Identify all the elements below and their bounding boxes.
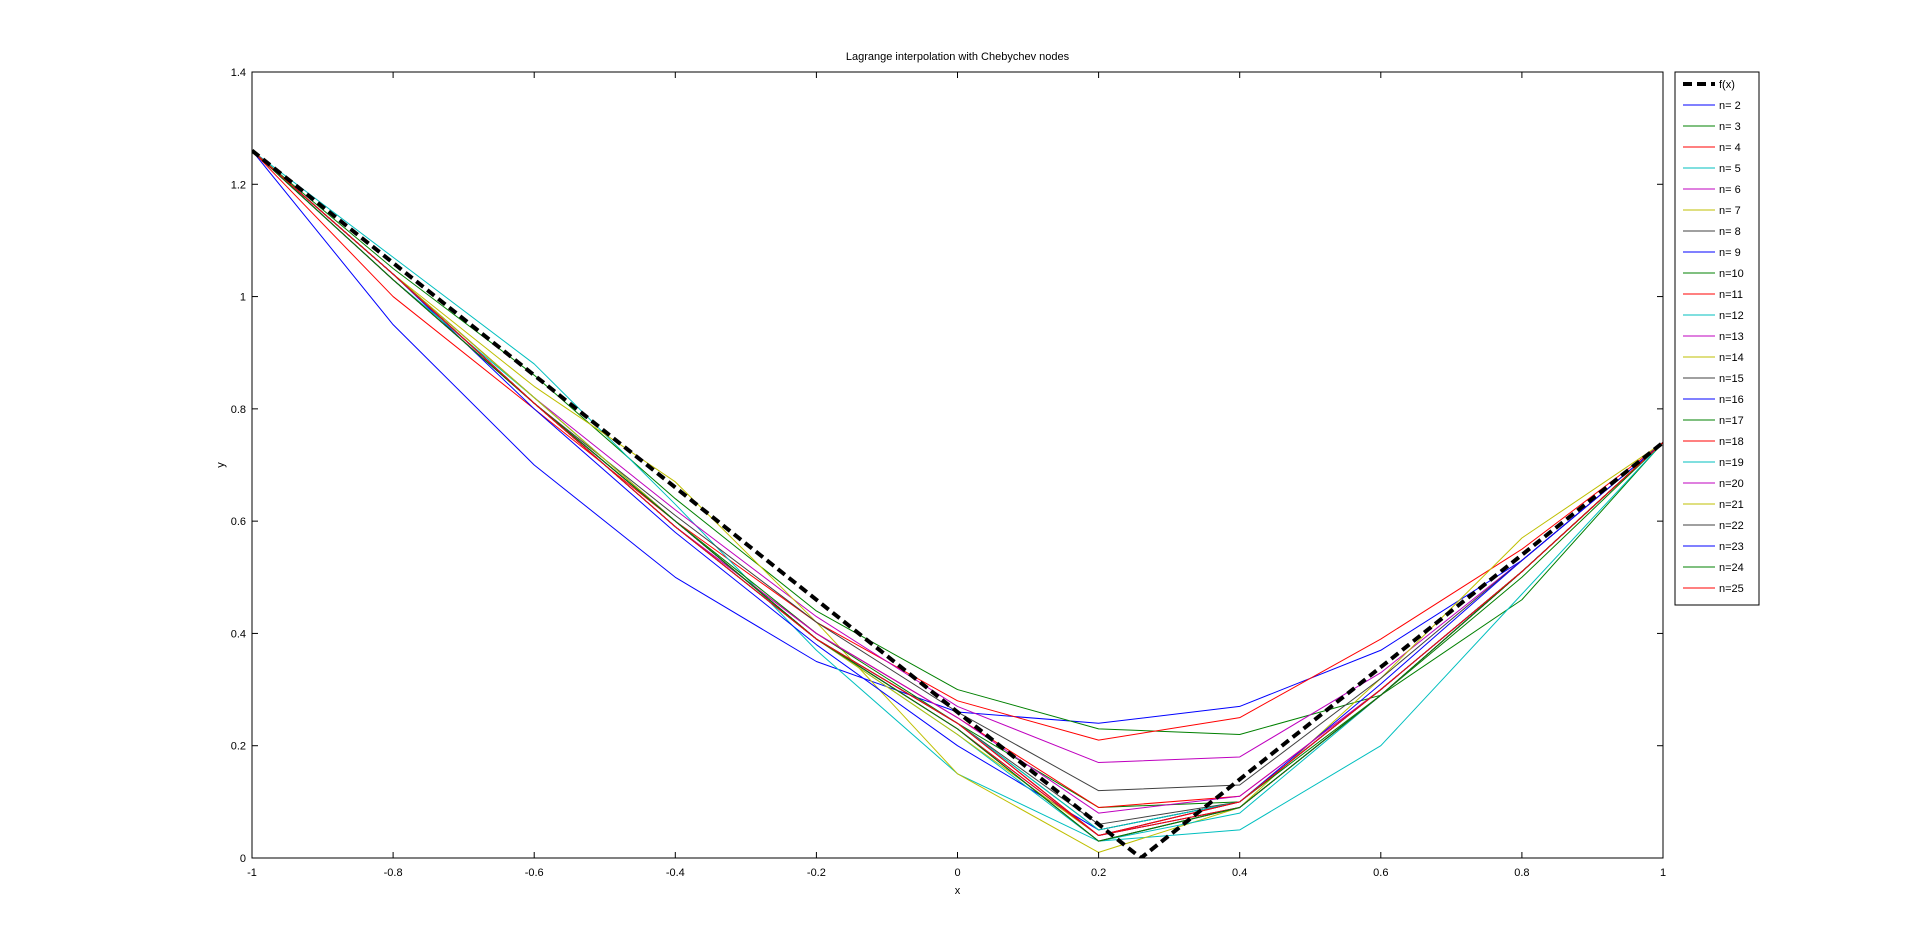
legend-label: n=19 — [1719, 457, 1744, 469]
x-axis-label: x — [955, 885, 961, 897]
y-tick-label: 0.2 — [231, 741, 246, 753]
legend-label: n=16 — [1719, 394, 1744, 406]
axes-background — [252, 72, 1663, 858]
x-tick-label: 0.2 — [1091, 867, 1106, 879]
legend-label: n=14 — [1719, 352, 1744, 364]
legend-label: n= 8 — [1719, 226, 1741, 238]
legend-label-target: f(x) — [1719, 79, 1735, 91]
legend-label: n= 4 — [1719, 142, 1741, 154]
legend-label: n=24 — [1719, 562, 1744, 574]
y-tick-label: 0 — [240, 853, 246, 865]
legend-label: n=25 — [1719, 583, 1744, 595]
y-axis-label: y — [215, 462, 227, 468]
legend-label: n=15 — [1719, 373, 1744, 385]
legend-label: n=10 — [1719, 268, 1744, 280]
x-tick-label: 1 — [1660, 867, 1666, 879]
x-tick-label: -0.2 — [807, 867, 826, 879]
series-line-3 — [252, 150, 1663, 741]
y-tick-label: 1 — [240, 292, 246, 304]
legend-label: n=18 — [1719, 436, 1744, 448]
legend-label: n=12 — [1719, 310, 1744, 322]
x-tick-label: 0.4 — [1232, 867, 1247, 879]
y-tick-label: 0.6 — [231, 516, 246, 528]
legend-label: n= 2 — [1719, 100, 1741, 112]
x-tick-label: -0.6 — [525, 867, 544, 879]
legend-label: n=22 — [1719, 520, 1744, 532]
legend-label: n=13 — [1719, 331, 1744, 343]
chart-title: Lagrange interpolation with Chebychev no… — [846, 51, 1070, 63]
x-tick-label: 0 — [954, 867, 960, 879]
legend-label: n= 7 — [1719, 205, 1741, 217]
legend-label: n= 3 — [1719, 121, 1741, 133]
plot-area: -1 -0.8 -0.6 -0.4 -0.2 0 0.2 0.4 0.6 0.8 1 0 0.2 0.4 0… — [231, 67, 1666, 879]
series-line-8 — [252, 150, 1663, 831]
legend-label: n= 5 — [1719, 163, 1741, 175]
legend: f(x) n= 2 n= 3 n= 4 n= 5 n= 6 n= 7 n= 8 n= 9 n=10… — [1674, 71, 1760, 606]
y-tick-label: 0.8 — [231, 404, 246, 416]
legend-box — [1674, 71, 1760, 606]
x-tick-label: -0.4 — [666, 867, 685, 879]
series-line-24 — [252, 150, 1663, 837]
legend-label: n=23 — [1719, 541, 1744, 553]
legend-label: n= 6 — [1719, 184, 1741, 196]
x-tick-label: 0.6 — [1373, 867, 1388, 879]
y-tick-label: 0.4 — [231, 628, 246, 640]
x-tick-label: -1 — [247, 867, 257, 879]
series-lines — [252, 149, 1663, 858]
legend-label: n= 9 — [1719, 247, 1741, 259]
series-line-23 — [252, 150, 1663, 842]
legend-label: n=17 — [1719, 415, 1744, 427]
y-tick-label: 1.2 — [231, 179, 246, 191]
legend-label: n=20 — [1719, 478, 1744, 490]
x-tick-label: 0.8 — [1514, 867, 1529, 879]
legend-label: n=21 — [1719, 499, 1744, 511]
legend-label: n=11 — [1719, 289, 1743, 301]
x-tick-label: -0.8 — [384, 867, 403, 879]
y-tick-label: 1.4 — [231, 67, 246, 79]
